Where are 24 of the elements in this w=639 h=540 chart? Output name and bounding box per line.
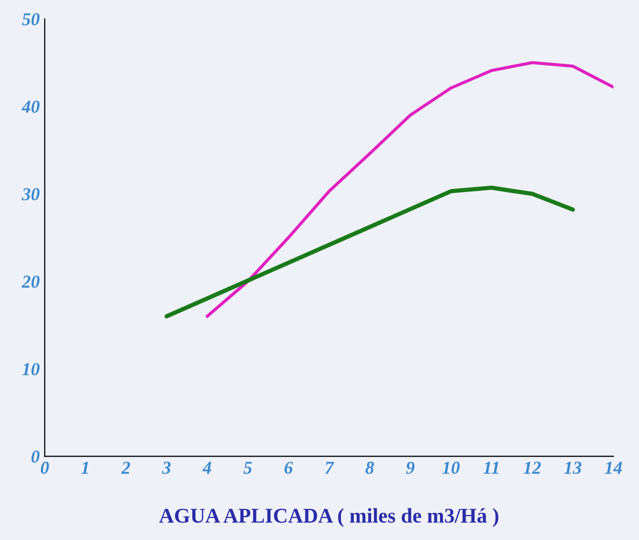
y-tick-label: 40	[22, 100, 40, 113]
x-tick-label: 4	[202, 462, 212, 474]
x-tick-label: 10	[442, 462, 460, 474]
x-tick-label: 13	[564, 462, 582, 474]
line-series	[206, 61, 614, 318]
x-tick-label: 3	[162, 462, 171, 474]
x-tick-label: 8	[366, 462, 374, 474]
x-tick-label: 5	[244, 462, 252, 474]
x-tick-label: 12	[524, 462, 541, 474]
x-tick-label: 1	[81, 462, 88, 474]
x-tick-label: 9	[406, 462, 415, 474]
y-tick-label: 30	[22, 188, 40, 200]
x-tick-label: 6	[284, 462, 293, 474]
line-series	[164, 186, 575, 318]
x-tick-label: 2	[121, 462, 130, 474]
x-axis-title: AGUA APLICADA ( miles de m3/Há )	[159, 508, 498, 528]
y-tick-label: 50	[22, 13, 40, 26]
x-tick-label: 0	[40, 462, 49, 474]
x-tick-label: 11	[483, 462, 498, 474]
x-tick-label: 7	[325, 462, 334, 474]
x-tick-label: 14	[604, 462, 622, 474]
y-tick-label: 10	[22, 363, 40, 376]
y-tick-label: 20	[22, 276, 40, 288]
y-tick-label: 0	[31, 450, 40, 463]
